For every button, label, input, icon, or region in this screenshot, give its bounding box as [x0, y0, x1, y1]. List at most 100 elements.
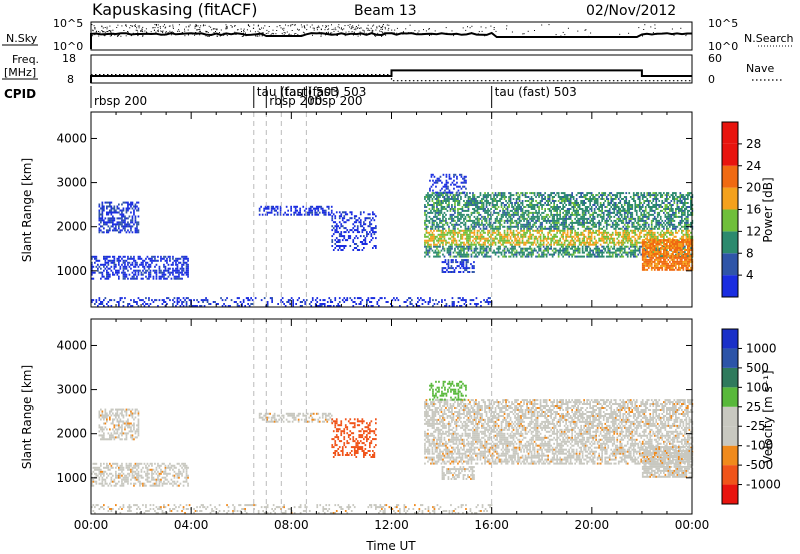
echo-cell	[464, 255, 467, 258]
echo-cell	[611, 208, 614, 210]
echo-cell	[646, 237, 649, 240]
noise-dot	[196, 29, 198, 31]
echo-cell	[562, 225, 564, 228]
echo-cell	[273, 207, 276, 210]
echo-cell	[562, 219, 564, 222]
echo-cell	[583, 194, 585, 197]
echo-cell	[133, 259, 135, 262]
echo-cell	[439, 229, 441, 232]
echo-cell	[574, 229, 576, 232]
noise-dot	[247, 24, 249, 26]
echo-cell	[577, 221, 579, 224]
echo-cell	[664, 204, 667, 206]
echo-cell	[580, 202, 582, 204]
noise-dot	[266, 29, 268, 31]
echo-cell	[469, 196, 471, 198]
echo-cell	[104, 261, 107, 264]
echo-cell	[279, 209, 282, 212]
echo-cell	[484, 209, 486, 212]
echo-cell	[517, 211, 519, 214]
echo-cell	[424, 196, 426, 198]
echo-cell	[442, 200, 444, 202]
echo-cell	[667, 208, 670, 210]
echo-cell	[562, 211, 564, 214]
echo-cell	[343, 235, 346, 238]
echo-cell	[473, 211, 476, 214]
echo-cell	[476, 219, 479, 222]
echo-cell	[637, 253, 640, 256]
echo-cell	[634, 249, 637, 252]
echo-cell	[520, 219, 522, 222]
echo-cell	[470, 249, 473, 252]
echo-cell	[581, 237, 584, 240]
echo-cell	[532, 253, 534, 256]
echo-cell	[137, 269, 140, 272]
echo-cell	[669, 202, 671, 204]
echo-cell	[442, 239, 444, 242]
echo-cell	[431, 192, 434, 195]
echo-cell	[146, 261, 149, 264]
echo-cell	[632, 229, 635, 232]
noise-dot	[216, 28, 218, 30]
echo-cell	[436, 221, 438, 224]
noise-dot	[294, 24, 296, 26]
echo-cell	[110, 209, 113, 212]
echo-cell	[103, 269, 105, 272]
echo-cell	[610, 215, 613, 218]
echo-cell	[481, 215, 483, 218]
echo-cell	[658, 227, 661, 230]
echo-cell	[160, 275, 162, 278]
echo-cell	[337, 225, 340, 228]
echo-cell	[539, 237, 542, 240]
echo-cell	[496, 227, 498, 230]
echo-cell	[113, 209, 116, 212]
echo-cell	[584, 206, 587, 208]
echo-cell	[163, 271, 165, 274]
echo-cell	[566, 249, 569, 252]
echo-cell	[587, 209, 590, 212]
echo-cell	[532, 233, 534, 236]
echo-cell	[647, 233, 650, 236]
echo-cell	[637, 215, 640, 218]
echo-cell	[499, 225, 501, 228]
echo-cell	[664, 231, 667, 234]
echo-cell	[611, 241, 614, 244]
echo-cell	[610, 251, 613, 254]
echo-cell	[545, 243, 548, 246]
echo-cell	[106, 255, 108, 258]
echo-cell	[572, 245, 575, 248]
noise-dot	[367, 30, 369, 31]
echo-cell	[133, 209, 135, 212]
echo-cell	[631, 225, 634, 228]
echo-cell	[554, 206, 557, 208]
echo-cell	[529, 227, 531, 230]
noise-dot	[240, 28, 242, 30]
echo-cell	[148, 273, 150, 276]
echo-cell	[451, 208, 453, 210]
echo-cell	[175, 261, 177, 264]
noise-dot	[144, 30, 146, 32]
echo-cell	[178, 269, 180, 272]
echo-cell	[661, 229, 664, 232]
echo-cell	[517, 251, 519, 254]
echo-cell	[103, 221, 105, 224]
echo-cell	[142, 261, 144, 264]
echo-cell	[617, 198, 620, 200]
echo-cell	[285, 213, 288, 216]
echo-cell	[327, 207, 330, 210]
echo-cell	[115, 209, 117, 212]
noise-dot	[685, 35, 687, 37]
echo-cell	[306, 213, 309, 216]
echo-cell	[589, 213, 591, 216]
echo-cell	[494, 211, 497, 214]
echo-cell	[551, 192, 554, 195]
echo-cell	[646, 192, 649, 195]
noise-dot	[320, 34, 322, 36]
echo-cell	[575, 215, 578, 218]
echo-cell	[449, 194, 452, 197]
echo-cell	[334, 247, 337, 249]
echo-cell	[530, 206, 533, 208]
echo-cell	[520, 251, 522, 254]
echo-cell	[122, 207, 125, 210]
echo-cell	[478, 235, 480, 238]
